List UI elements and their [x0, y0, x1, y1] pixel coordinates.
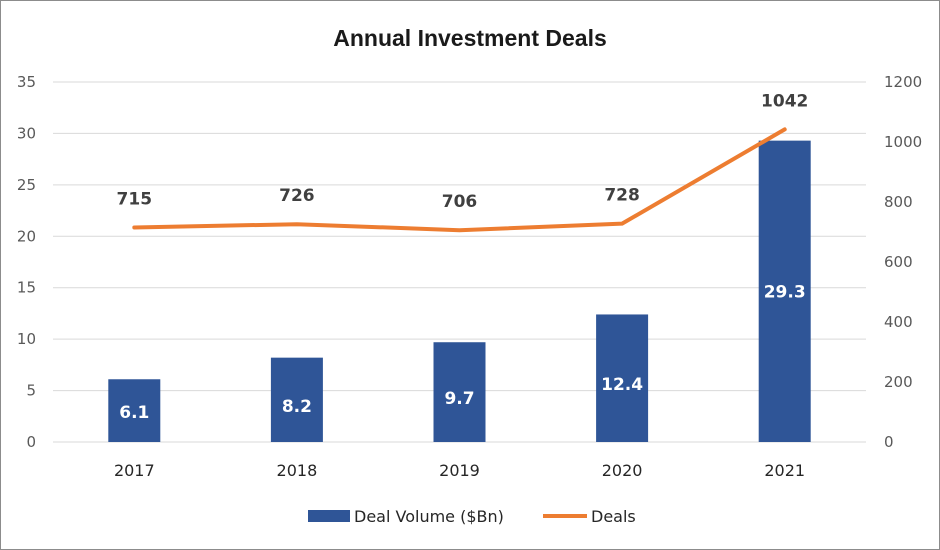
legend-swatch-deal-volume	[308, 510, 350, 522]
right-tick-label: 400	[884, 313, 913, 331]
right-axis-ticks: 0 200 400 600 800 1000 1200	[884, 73, 922, 451]
x-tick-label: 2019	[439, 461, 480, 480]
bar	[108, 379, 161, 442]
legend-label-deal-volume: Deal Volume ($Bn)	[354, 507, 504, 526]
left-tick-label: 30	[17, 124, 36, 142]
deals-line	[132, 127, 787, 233]
legend-label-deals: Deals	[591, 507, 636, 526]
x-tick-label: 2017	[114, 461, 155, 480]
bar	[433, 342, 486, 442]
legend: Deal Volume ($Bn) Deals	[308, 507, 636, 526]
left-tick-label: 0	[26, 433, 36, 451]
grid-layer	[53, 81, 866, 443]
left-tick-label: 20	[17, 227, 36, 245]
bar-data-label: 6.1	[119, 403, 149, 423]
left-tick-label: 35	[17, 73, 36, 91]
left-tick-label: 5	[26, 382, 36, 400]
left-tick-label: 15	[17, 279, 36, 297]
right-tick-label: 600	[884, 253, 913, 271]
line-data-label: 728	[604, 186, 640, 206]
bar-data-label: 29.3	[764, 282, 806, 302]
bar-data-label: 8.2	[282, 397, 312, 417]
x-tick-label: 2020	[602, 461, 643, 480]
line-data-label: 1042	[761, 91, 808, 111]
line-data-label: 726	[279, 186, 315, 206]
x-tick-label: 2018	[277, 461, 318, 480]
right-tick-label: 1000	[884, 133, 922, 151]
bar-series: 6.1 8.2 9.7 12.4 29.3	[108, 140, 811, 442]
line-series: 715 726 706 728 1042	[117, 91, 808, 233]
line-data-label: 706	[442, 192, 478, 212]
left-tick-label: 10	[17, 330, 36, 348]
bar	[758, 140, 811, 442]
chart-title: Annual Investment Deals	[333, 25, 607, 51]
bar-data-label: 9.7	[444, 389, 474, 409]
right-tick-label: 800	[884, 193, 913, 211]
bar	[270, 357, 323, 442]
bar	[596, 314, 649, 442]
right-tick-label: 200	[884, 373, 913, 391]
bar-data-label: 12.4	[601, 375, 643, 395]
left-axis-ticks: 0 5 10 15 20 25 30 35	[17, 73, 36, 451]
line-data-label: 715	[117, 190, 153, 210]
left-tick-label: 25	[17, 176, 36, 194]
right-tick-label: 0	[884, 433, 894, 451]
x-tick-label: 2021	[764, 461, 805, 480]
right-tick-label: 1200	[884, 73, 922, 91]
x-axis-ticks: 2017 2018 2019 2020 2021	[114, 461, 805, 480]
